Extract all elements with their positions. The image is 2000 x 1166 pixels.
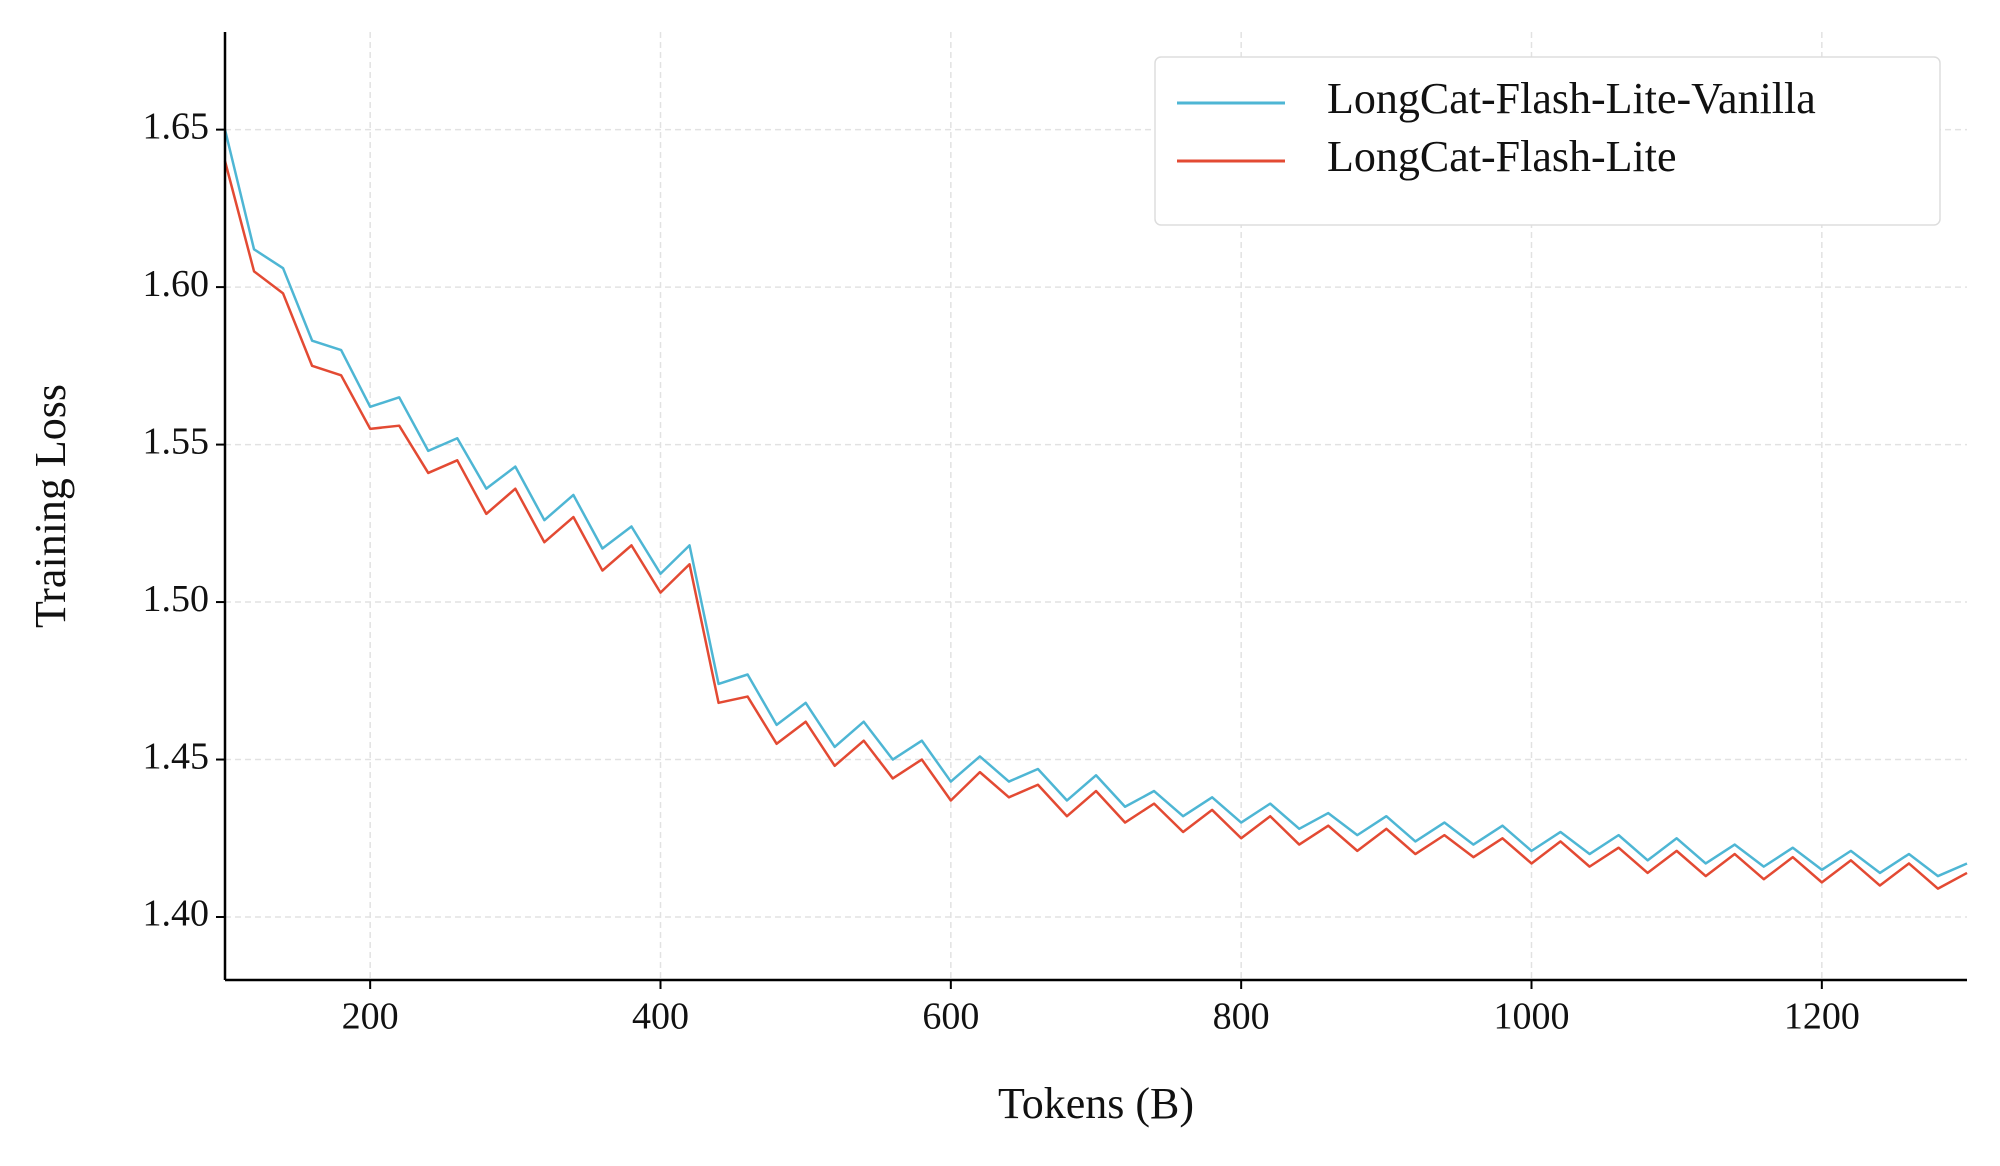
data-line bbox=[223, 160, 1968, 890]
y-tick-label: 1.60 bbox=[143, 263, 210, 305]
x-tick-label: 600 bbox=[922, 996, 979, 1038]
legend-label: LongCat-Flash-Lite bbox=[1327, 132, 1677, 181]
y-axis-label: Training Loss bbox=[26, 384, 75, 628]
x-tick-label: 1200 bbox=[1784, 996, 1860, 1038]
y-tick-label: 1.50 bbox=[143, 578, 210, 620]
y-tick-label: 1.45 bbox=[143, 735, 210, 777]
legend-label: LongCat-Flash-Lite-Vanilla bbox=[1327, 74, 1816, 123]
data-line bbox=[223, 129, 1968, 878]
y-tick-label: 1.40 bbox=[143, 893, 210, 935]
legend-box bbox=[1154, 56, 1941, 226]
x-tick-label: 200 bbox=[342, 996, 399, 1038]
x-axis-label: Tokens (B) bbox=[998, 1079, 1194, 1128]
x-tick-label: 400 bbox=[632, 996, 689, 1038]
y-tick-label: 1.65 bbox=[143, 105, 210, 147]
y-tick-label: 1.55 bbox=[143, 420, 210, 462]
x-tick-label: 800 bbox=[1213, 996, 1270, 1038]
x-tick-label: 1000 bbox=[1494, 996, 1570, 1038]
